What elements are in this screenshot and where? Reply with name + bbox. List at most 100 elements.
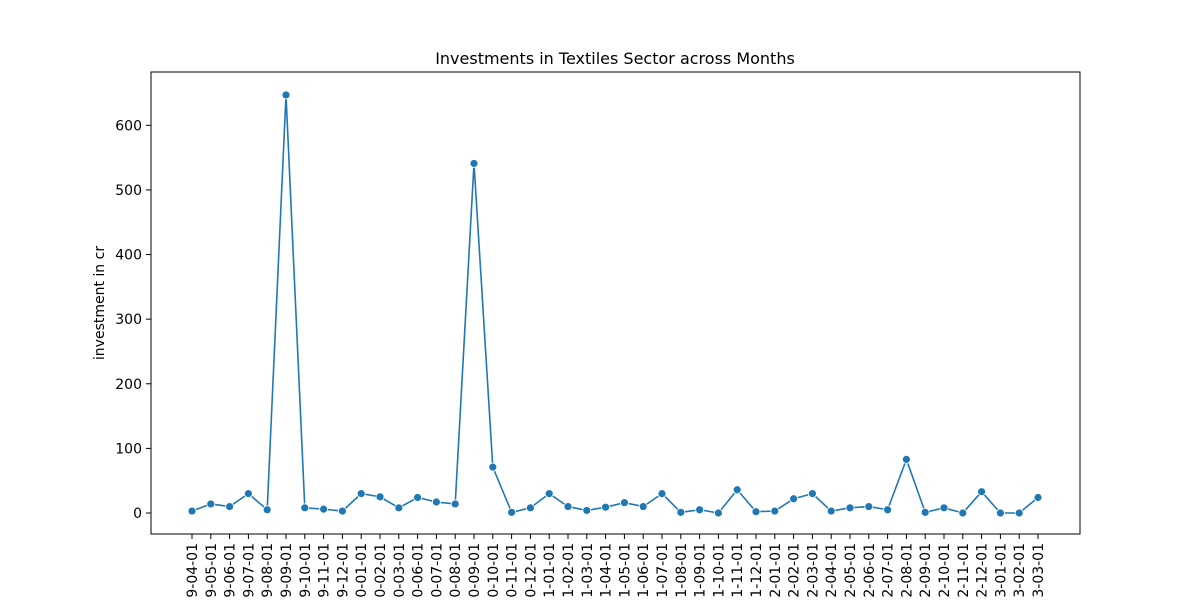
data-point [751, 507, 761, 517]
data-point [601, 502, 610, 512]
data-point [582, 506, 592, 515]
x-tick-label: 9-04-01 [185, 543, 201, 598]
data-point [563, 502, 573, 511]
data-point [845, 503, 855, 513]
data-point [431, 497, 441, 507]
data-point [1033, 493, 1043, 502]
data-point [883, 505, 892, 515]
x-tick-label: 2-11-01 [956, 543, 972, 598]
data-point [394, 503, 404, 513]
data-point [732, 485, 742, 495]
data-point [243, 489, 253, 499]
data-point [413, 493, 423, 502]
x-tick-label: 0-08-01 [448, 543, 464, 598]
x-tick-label: 2-05-01 [843, 543, 859, 598]
x-tick-label: 1-01-01 [542, 543, 558, 598]
x-tick-label: 0-03-01 [392, 543, 408, 598]
data-point [902, 454, 911, 464]
x-tick-label: 2-01-01 [768, 543, 784, 598]
data-point [225, 502, 235, 511]
x-tick-label: 9-12-01 [335, 543, 351, 598]
x-tick-label: 0-02-01 [373, 543, 389, 598]
data-point [977, 487, 986, 497]
x-tick-label: 0-09-01 [467, 543, 483, 598]
data-point [450, 499, 460, 509]
data-point [375, 492, 385, 502]
data-point [281, 90, 291, 100]
data-point [789, 494, 798, 504]
chart-title: Investments in Textiles Sector across Mo… [435, 49, 795, 68]
data-point [657, 489, 667, 499]
x-tick-label: 2-03-01 [805, 543, 821, 598]
plot-layer [187, 90, 1043, 518]
data-point [939, 503, 949, 513]
x-tick-label: 9-06-01 [223, 543, 239, 598]
data-point [206, 499, 216, 509]
data-point [337, 506, 347, 516]
x-tick-label: 0-06-01 [411, 543, 427, 598]
data-point [187, 506, 197, 516]
x-tick-label: 0-10-01 [486, 543, 502, 598]
data-point [676, 507, 686, 517]
data-point [356, 489, 366, 499]
y-tick-label: 200 [115, 377, 142, 393]
y-tick-label: 600 [115, 118, 142, 134]
x-tick-label: 1-06-01 [636, 543, 652, 598]
y-tick-label: 400 [115, 248, 142, 264]
x-tick-label: 1-12-01 [749, 543, 765, 598]
data-point [544, 489, 554, 499]
x-tick-label: 3-01-01 [993, 543, 1009, 598]
x-tick-label: 9-10-01 [298, 543, 314, 598]
x-tick-label: 1-08-01 [674, 543, 690, 598]
x-tick-label: 1-04-01 [599, 543, 615, 598]
data-point [620, 498, 629, 508]
data-point [488, 462, 498, 472]
x-tick-label: 1-10-01 [711, 543, 727, 598]
data-point [526, 503, 535, 513]
x-tick-label: 1-05-01 [617, 543, 633, 598]
x-tick-label: 2-02-01 [787, 543, 803, 598]
x-tick-label: 2-07-01 [881, 543, 897, 598]
x-tick-label: 0-01-01 [354, 543, 370, 598]
data-point [958, 508, 968, 518]
y-tick-label: 500 [115, 183, 142, 199]
series-line [191, 94, 1039, 514]
x-tick-label: 1-09-01 [693, 543, 709, 598]
data-point [714, 508, 723, 518]
data-point [1014, 508, 1024, 518]
x-tick-label: 2-12-01 [975, 543, 991, 598]
data-point [507, 507, 517, 517]
x-tick-label: 0-07-01 [429, 543, 445, 598]
x-tick-label: 2-04-01 [824, 543, 840, 598]
data-point [469, 159, 479, 168]
data-point [770, 506, 780, 516]
x-tick-label: 2-08-01 [899, 543, 915, 598]
x-tick-label: 2-10-01 [937, 543, 953, 598]
y-axis-ticks: 0 100 200 300 400 500 600 [115, 118, 151, 522]
x-axis-ticks: 9-04-01 9-05-01 9-06-01 9-07-01 9-08-01 9-09-… [185, 534, 1047, 598]
data-point [262, 505, 272, 515]
data-point [638, 502, 648, 511]
x-tick-label: 9-08-01 [260, 543, 276, 598]
y-tick-label: 300 [115, 312, 142, 328]
y-tick-label: 0 [133, 506, 142, 522]
y-axis-label: investment in cr [92, 246, 108, 360]
x-tick-label: 1-03-01 [580, 543, 596, 598]
x-tick-label: 9-05-01 [204, 543, 220, 598]
x-tick-label: 9-07-01 [241, 543, 257, 598]
x-tick-label: 2-09-01 [918, 543, 934, 598]
data-point [319, 504, 329, 514]
x-tick-label: 1-11-01 [730, 543, 746, 598]
data-point [695, 505, 704, 515]
x-tick-label: 3-02-01 [1012, 543, 1028, 598]
x-tick-label: 3-03-01 [1031, 543, 1047, 598]
data-point [864, 502, 874, 511]
x-tick-label: 0-11-01 [505, 543, 521, 598]
plot-area-frame [150, 71, 1081, 535]
x-tick-label: 0-12-01 [523, 543, 539, 598]
data-point [996, 508, 1005, 518]
x-tick-label: 9-09-01 [279, 543, 295, 598]
data-point [826, 506, 836, 516]
